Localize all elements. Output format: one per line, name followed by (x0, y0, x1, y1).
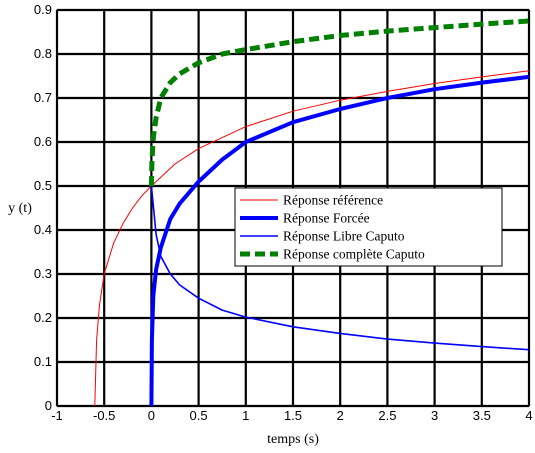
legend-label: Réponse Libre Caputo (283, 229, 405, 244)
y-axis-ticks: 0 0.1 0.2 0.3 0.4 0.5 0.6 0.7 0.8 0.9 (34, 2, 52, 413)
x-tick-label: 0 (148, 408, 155, 423)
series-line-3 (150, 185, 530, 351)
y-tick-label: 0.3 (34, 266, 52, 281)
x-axis-label: temps (s) (267, 432, 319, 447)
legend-label: Réponse référence (283, 193, 383, 208)
x-tick-label: 1.5 (284, 408, 302, 423)
x-tick-label: 2.5 (378, 408, 396, 423)
series-line-1 (94, 70, 530, 407)
x-tick-label: 2 (337, 408, 344, 423)
legend-label: Réponse complète Caputo (283, 247, 425, 262)
y-tick-label: 0.9 (34, 2, 52, 17)
series-lines (94, 18, 530, 407)
x-tick-label: -1 (51, 408, 63, 423)
y-tick-label: 0.8 (34, 46, 52, 61)
legend: Réponse référence Réponse Forcée Réponse L… (234, 187, 503, 267)
plot-frame (56, 9, 530, 407)
y-tick-label: 0.5 (34, 178, 52, 193)
series-line-2 (149, 74, 530, 407)
y-tick-label: 0.7 (34, 90, 52, 105)
y-tick-label: 0 (45, 398, 52, 413)
x-tick-label: 4 (525, 408, 532, 423)
y-tick-label: 0.1 (34, 354, 52, 369)
legend-label: Réponse Forcée (283, 211, 370, 226)
x-tick-label: 3 (431, 408, 438, 423)
x-axis-ticks: -1 -0.5 0 0.5 1 1.5 2 2.5 3 3.5 4 (51, 408, 532, 423)
x-tick-label: 1 (242, 408, 249, 423)
x-tick-label: 3.5 (473, 408, 491, 423)
y-tick-label: 0.6 (34, 134, 52, 149)
legend-box (234, 187, 503, 267)
y-tick-label: 0.4 (34, 222, 52, 237)
series-line-4 (148, 18, 530, 187)
y-axis-label: y (t) (8, 201, 32, 216)
x-tick-label: -0.5 (93, 408, 115, 423)
y-tick-label: 0.2 (34, 310, 52, 325)
x-tick-label: 0.5 (190, 408, 208, 423)
